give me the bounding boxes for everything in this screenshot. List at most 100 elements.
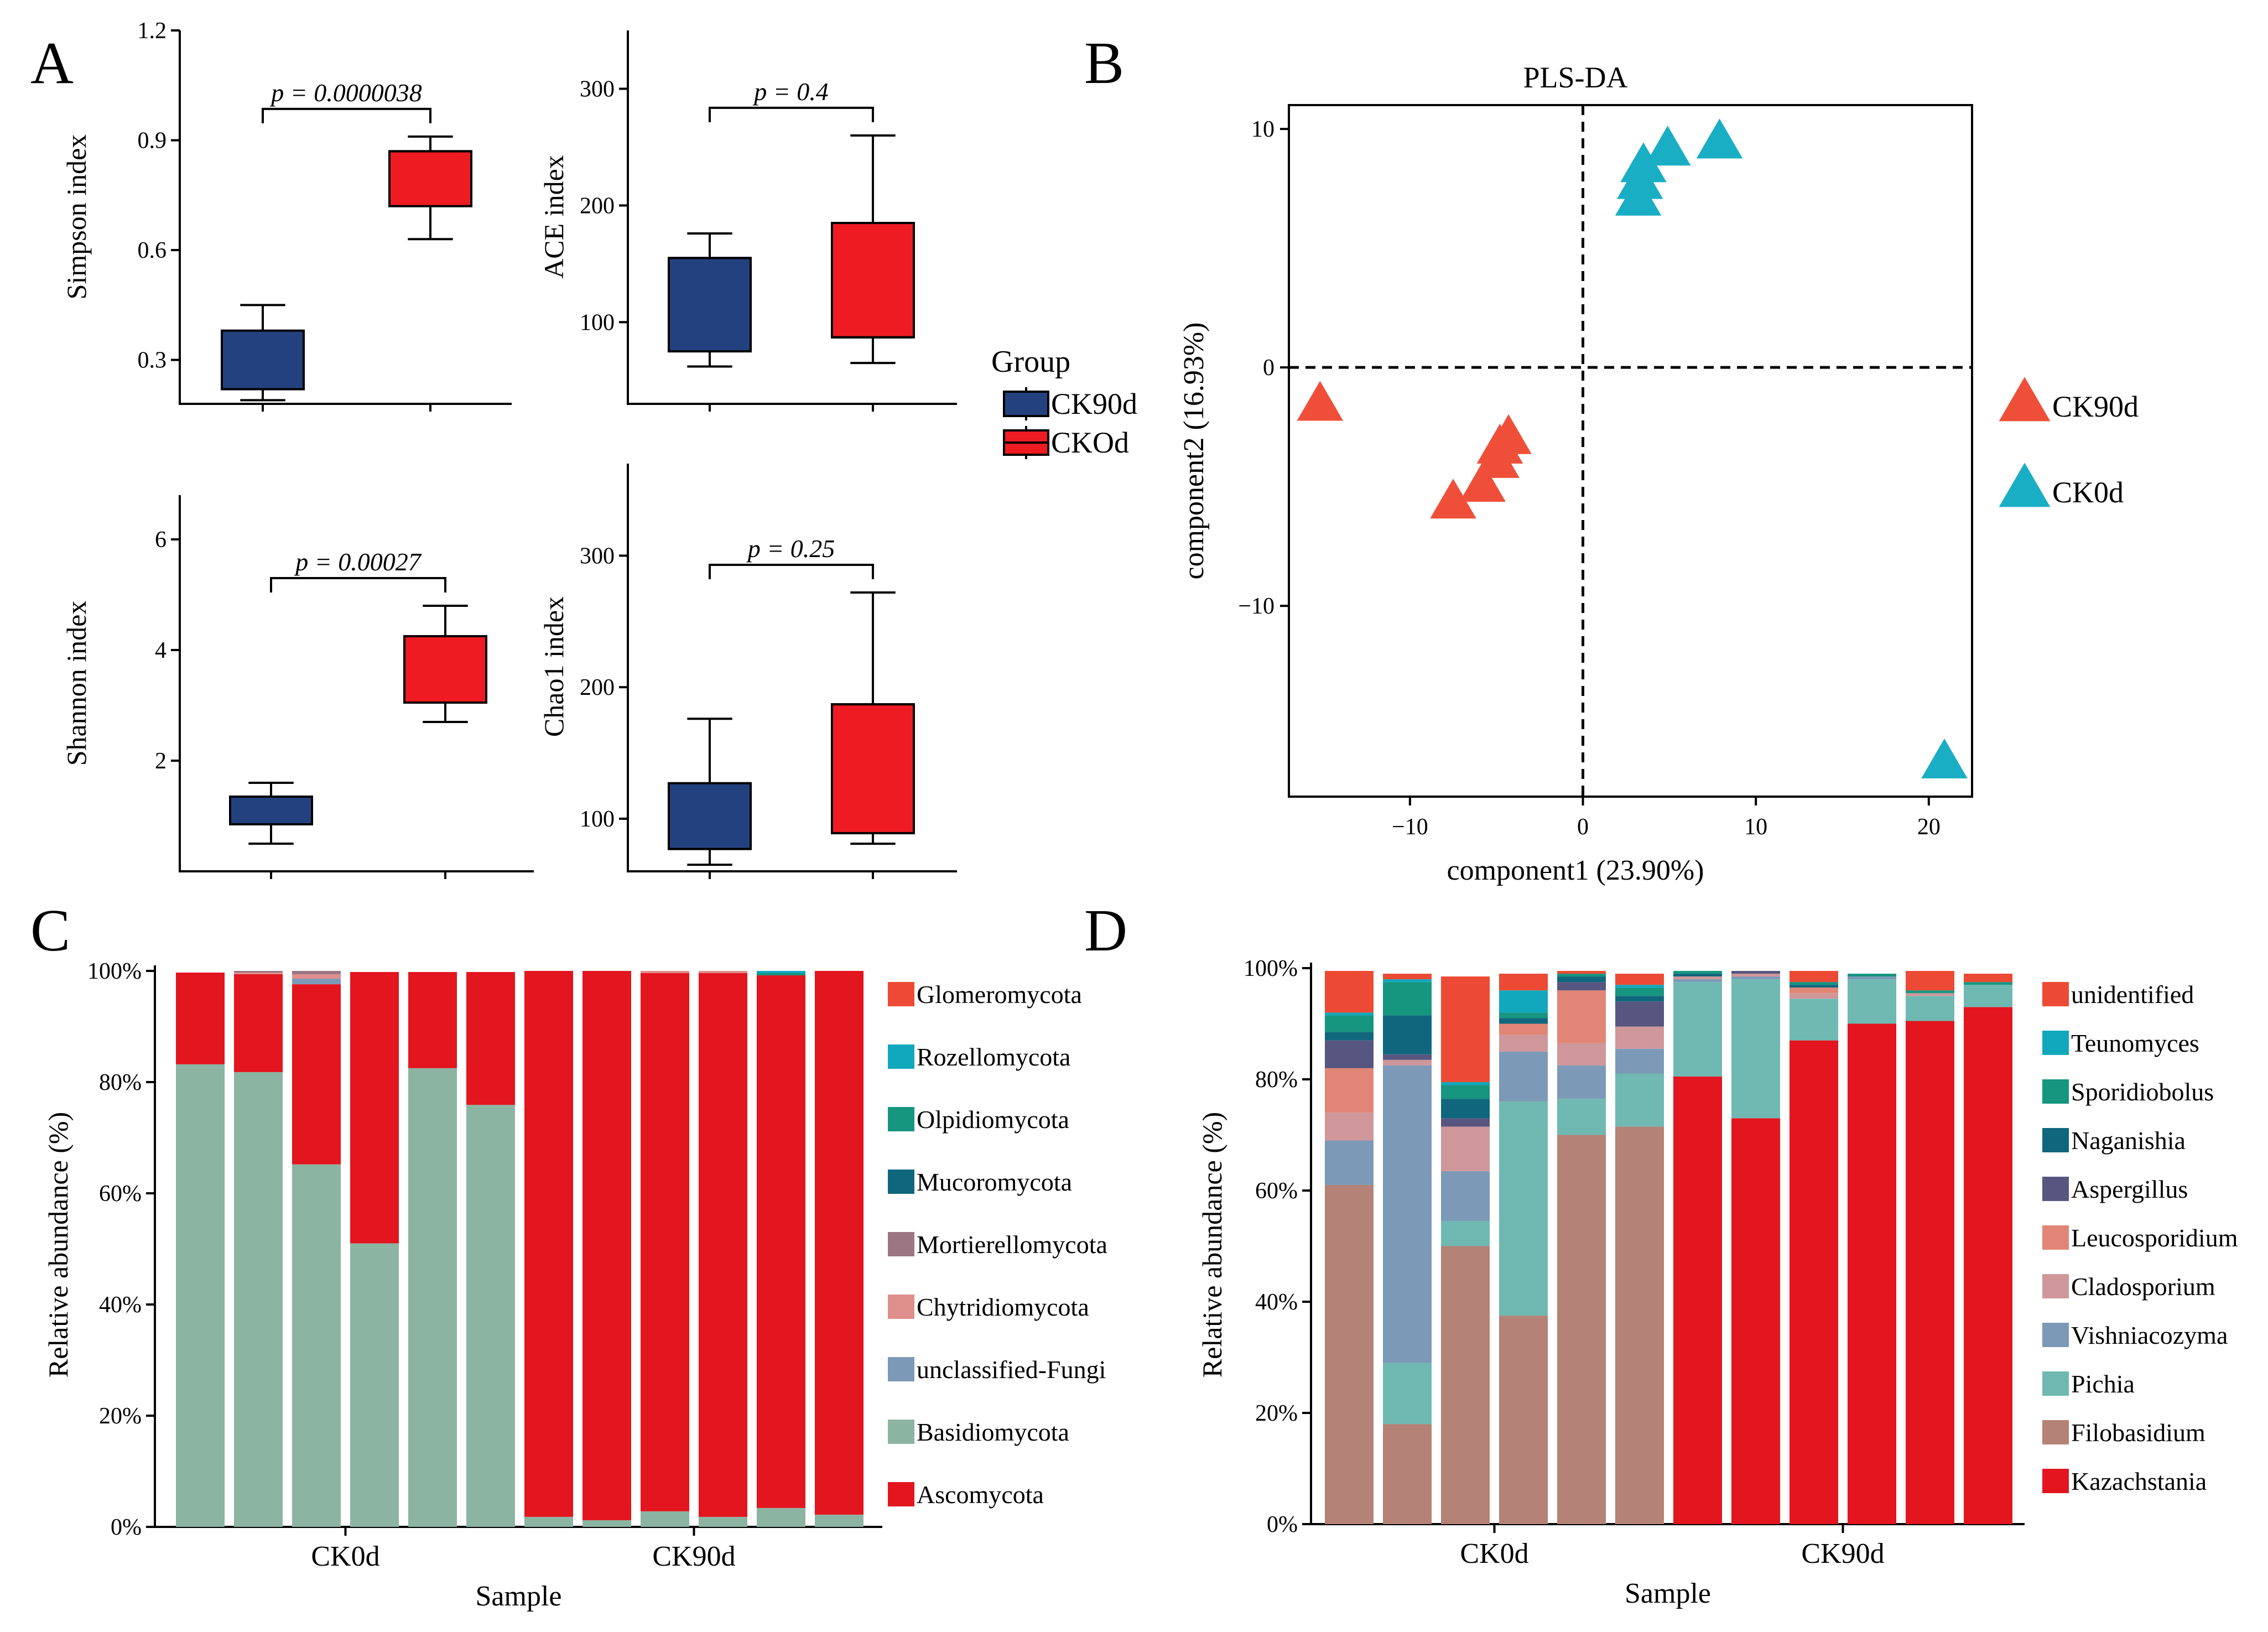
phylum-y-tick-label: 0% [111, 1515, 142, 1540]
genus-bar-segment-vishniacozyma [1848, 976, 1896, 980]
phylum-bar-segment-ascomycota [699, 973, 747, 1517]
genus-bar-segment-kazachstania [1848, 1023, 1896, 1524]
plsda-y-tick-label: 0 [1263, 355, 1275, 381]
genus-bar-segment-leucosporidium [1499, 1023, 1548, 1035]
genus-y-axis-label: Relative abundance (%) [1197, 1112, 1227, 1378]
genus-bar-segment-vishniacozyma [1615, 1048, 1664, 1074]
phylum-legend-label-unclassified-fungi: unclassified-Fungi [917, 1355, 1106, 1384]
chao1-box-plot: 100 200 300 Chao1 index p = 0.25 [538, 464, 957, 879]
phylum-bar-segment-mortierellomycota [292, 971, 341, 975]
phylum-bar-segment-ascomycota [641, 973, 689, 1511]
genus-bar-segment-naganishia [1557, 976, 1606, 983]
genus-legend-label-kazachstania: Kazachstania [2071, 1467, 2207, 1495]
shannon-box-plot: 2 4 6 Shannon index p = 0.00027 [61, 495, 534, 879]
genus-legend-label-teunomyces: Teunomyces [2071, 1029, 2199, 1057]
phylum-bar-segment-ascomycota [350, 972, 399, 1244]
phylum-legend-label-rozellomycota: Rozellomycota [917, 1043, 1070, 1071]
phylum-y-tick-label: 100% [87, 959, 142, 984]
genus-y-tick-label: 60% [1255, 1178, 1298, 1204]
genus-bar-segment-kazachstania [1731, 1118, 1780, 1524]
genus-bar-segment-cladosporium [1673, 976, 1722, 980]
genus-bar-segment-unidentified [1557, 971, 1606, 974]
simpson-box-ck90d [221, 329, 305, 391]
phylum-bar-segment-ascomycota [757, 975, 805, 1508]
phylum-y-tick-label: 80% [99, 1070, 142, 1095]
chao1-p-value: p = 0.25 [746, 534, 835, 563]
genus-bar-segment-leucosporidium [1557, 990, 1606, 1043]
group-legend-entry-ck90d: CK90d [1003, 387, 1137, 420]
chao1-significance-bracket [709, 563, 874, 579]
phylum-legend-swatch-rozellomycota [888, 1044, 914, 1069]
phylum-y-tick-label: 40% [99, 1292, 142, 1318]
group-legend-label-ckod: CKOd [1051, 426, 1129, 459]
genus-bar-segment-teunomyces [1383, 979, 1432, 983]
phylum-bar-segment-basidiomycota [699, 1516, 747, 1527]
genus-y-tick-label: 40% [1255, 1290, 1298, 1315]
genus-bar-segment-unidentified [1441, 976, 1490, 1083]
group-legend: Group CK90d CKOd [991, 345, 1137, 459]
phylum-y-tick-label: 20% [99, 1404, 142, 1429]
genus-bar-segment-aspergillus [1615, 1001, 1664, 1027]
phylum-bar-segment-chytridiomycota [292, 974, 341, 979]
genus-bar-segment-vishniacozyma [1499, 1051, 1548, 1102]
genus-bar-segment-teunomyces [1441, 1082, 1490, 1085]
group-legend-label-ck90d: CK90d [1051, 387, 1137, 420]
shannon-axes [179, 495, 534, 872]
phylum-legend-label-mortierellomycota: Mortierellomycota [917, 1230, 1107, 1259]
phylum-group-label: CK0d [311, 1541, 379, 1572]
genus-bar-segment-kazachstania [1673, 1076, 1722, 1524]
genus-legend-swatch-kazachstania [2042, 1469, 2069, 1493]
genus-legend-label-cladosporium: Cladosporium [2071, 1272, 2215, 1301]
simpson-y-tick-label: 0.3 [138, 348, 167, 373]
phylum-bar-segment-basidiomycota [292, 1164, 341, 1527]
genus-bar-segment-sporidiobolus [1441, 1085, 1490, 1099]
genus-legend-label-leucosporidium: Leucosporidium [2071, 1224, 2238, 1252]
genus-bar-segment-filobasidium [1557, 1135, 1606, 1524]
genus-bar-segment-cladosporium [1615, 1026, 1664, 1049]
genus-bar-segment-aspergillus [1325, 1040, 1374, 1068]
plsda-x-axis-label: component1 (23.90%) [1447, 855, 1704, 886]
genus-y-tick-label: 0% [1267, 1512, 1298, 1537]
genus-bar-segment-vishniacozyma [1325, 1140, 1374, 1185]
chao1-y-tick-label: 300 [580, 543, 615, 569]
phylum-legend-label-ascomycota: Ascomycota [917, 1480, 1044, 1509]
genus-bar-segment-cladosporium [1790, 993, 1838, 999]
phylum-bar-segment-ascomycota [176, 973, 225, 1064]
genus-legend-swatch-pichia [2042, 1371, 2069, 1396]
genus-bar-segment-naganishia [1441, 1099, 1490, 1119]
genus-y-tick-label: 80% [1255, 1067, 1298, 1093]
simpson-box-plot: 0.3 0.6 0.9 1.2 Simpson index p = 0.0000038 [61, 18, 512, 412]
genus-legend-swatch-sporidiobolus [2042, 1079, 2069, 1104]
phylum-bar-segment-olpidiomycota [757, 973, 805, 976]
genus-bar-segment-teunomyces [1615, 985, 1664, 988]
genus-bar-segment-filobasidium [1441, 1246, 1490, 1524]
genus-x-axis-label: Sample [1625, 1578, 1711, 1609]
genus-bar-segment-aspergillus [1383, 1054, 1432, 1060]
genus-legend-label-aspergillus: Aspergillus [2071, 1175, 2188, 1203]
phylum-bar-segment-ascomycota [466, 972, 515, 1105]
genus-bar-segment-pichia [1615, 1073, 1664, 1127]
genus-bar-segment-pichia [1906, 996, 1954, 1021]
phylum-legend-label-glomeromycota: Glomeromycota [917, 980, 1082, 1009]
plsda-x-tick-label: 10 [1744, 814, 1767, 840]
ace-y-tick-label: 200 [580, 193, 615, 219]
genus-bar-segment-pichia [1557, 1099, 1606, 1135]
genus-bar-segment-pichia [1673, 982, 1722, 1077]
phylum-legend-label-chytridiomycota: Chytridiomycota [917, 1293, 1089, 1321]
genus-bar-segment-pichia [1790, 999, 1838, 1041]
genus-bar-segment-pichia [1848, 979, 1896, 1024]
plsda-x-tick-label: −10 [1392, 814, 1428, 840]
simpson-significance-bracket [262, 107, 431, 123]
phylum-bar-segment-basidiomycota [582, 1520, 631, 1527]
genus-bar-segment-naganishia [1673, 974, 1722, 977]
genus-bar-segment-cladosporium [1325, 1113, 1374, 1141]
phylum-bar-segment-basidiomycota [815, 1514, 863, 1527]
plsda-legend-marker-ck90d [1999, 377, 2051, 422]
genus-bar-segment-cladosporium [1499, 1035, 1548, 1052]
genus-bar-segment-unidentified [1790, 971, 1838, 983]
shannon-y-tick-label: 2 [155, 749, 167, 774]
plsda-point-ck0d [1696, 118, 1743, 159]
phylum-stacked-bar-chart: 0% 20% 40% 60% 80% 100% Relative abundance (%)… [43, 959, 1107, 1612]
simpson-y-tick-label: 1.2 [138, 18, 167, 44]
phylum-bar-segment-ascomycota [234, 974, 283, 1072]
